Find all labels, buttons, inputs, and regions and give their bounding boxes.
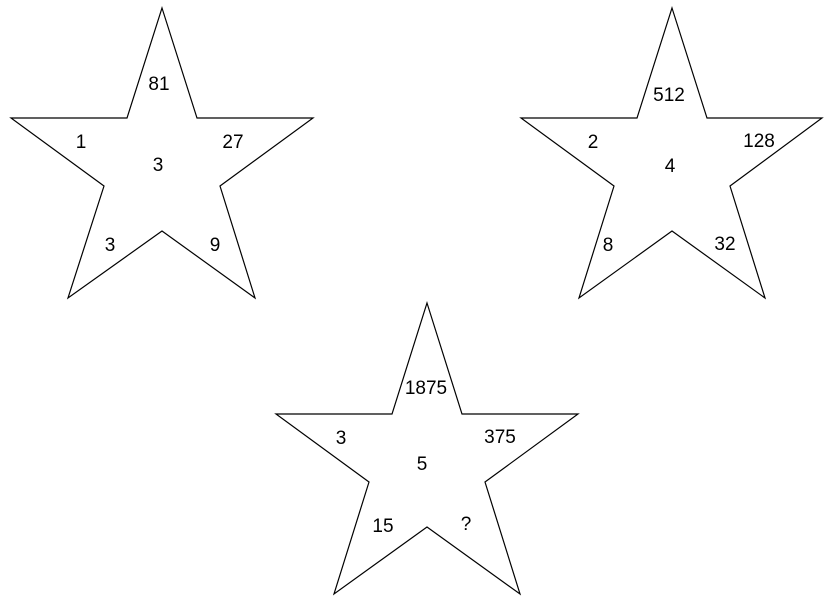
star-2-lower-right-number: 32 xyxy=(714,234,735,255)
star-3-lower-right-number: ? xyxy=(461,514,472,535)
star-2-center-number: 4 xyxy=(665,156,676,177)
star-1-center-number: 3 xyxy=(153,155,164,176)
star-1-outline xyxy=(9,6,315,300)
star-1-lower-left-number: 3 xyxy=(105,235,116,256)
star-3: 1875 3 375 5 15 ? xyxy=(274,301,580,596)
star-3-outline xyxy=(274,301,580,596)
star-1-top-number: 81 xyxy=(148,74,169,95)
star-2-upper-right-number: 128 xyxy=(743,131,775,152)
star-1-upper-left-number: 1 xyxy=(76,132,87,153)
star-1: 81 1 27 3 3 9 xyxy=(9,6,315,300)
star-1-lower-right-number: 9 xyxy=(210,235,221,256)
star-2-upper-left-number: 2 xyxy=(588,132,599,153)
star-3-upper-left-number: 3 xyxy=(336,428,347,449)
star-2-top-number: 512 xyxy=(653,85,685,106)
star-3-center-number: 5 xyxy=(417,454,428,475)
star-3-top-number: 1875 xyxy=(405,378,447,399)
star-2-outline xyxy=(519,6,824,300)
star-3-lower-left-number: 15 xyxy=(372,516,393,537)
star-1-upper-right-number: 27 xyxy=(222,132,243,153)
star-2: 512 2 128 4 8 32 xyxy=(519,6,824,300)
star-3-upper-right-number: 375 xyxy=(484,427,516,448)
star-2-lower-left-number: 8 xyxy=(603,235,614,256)
